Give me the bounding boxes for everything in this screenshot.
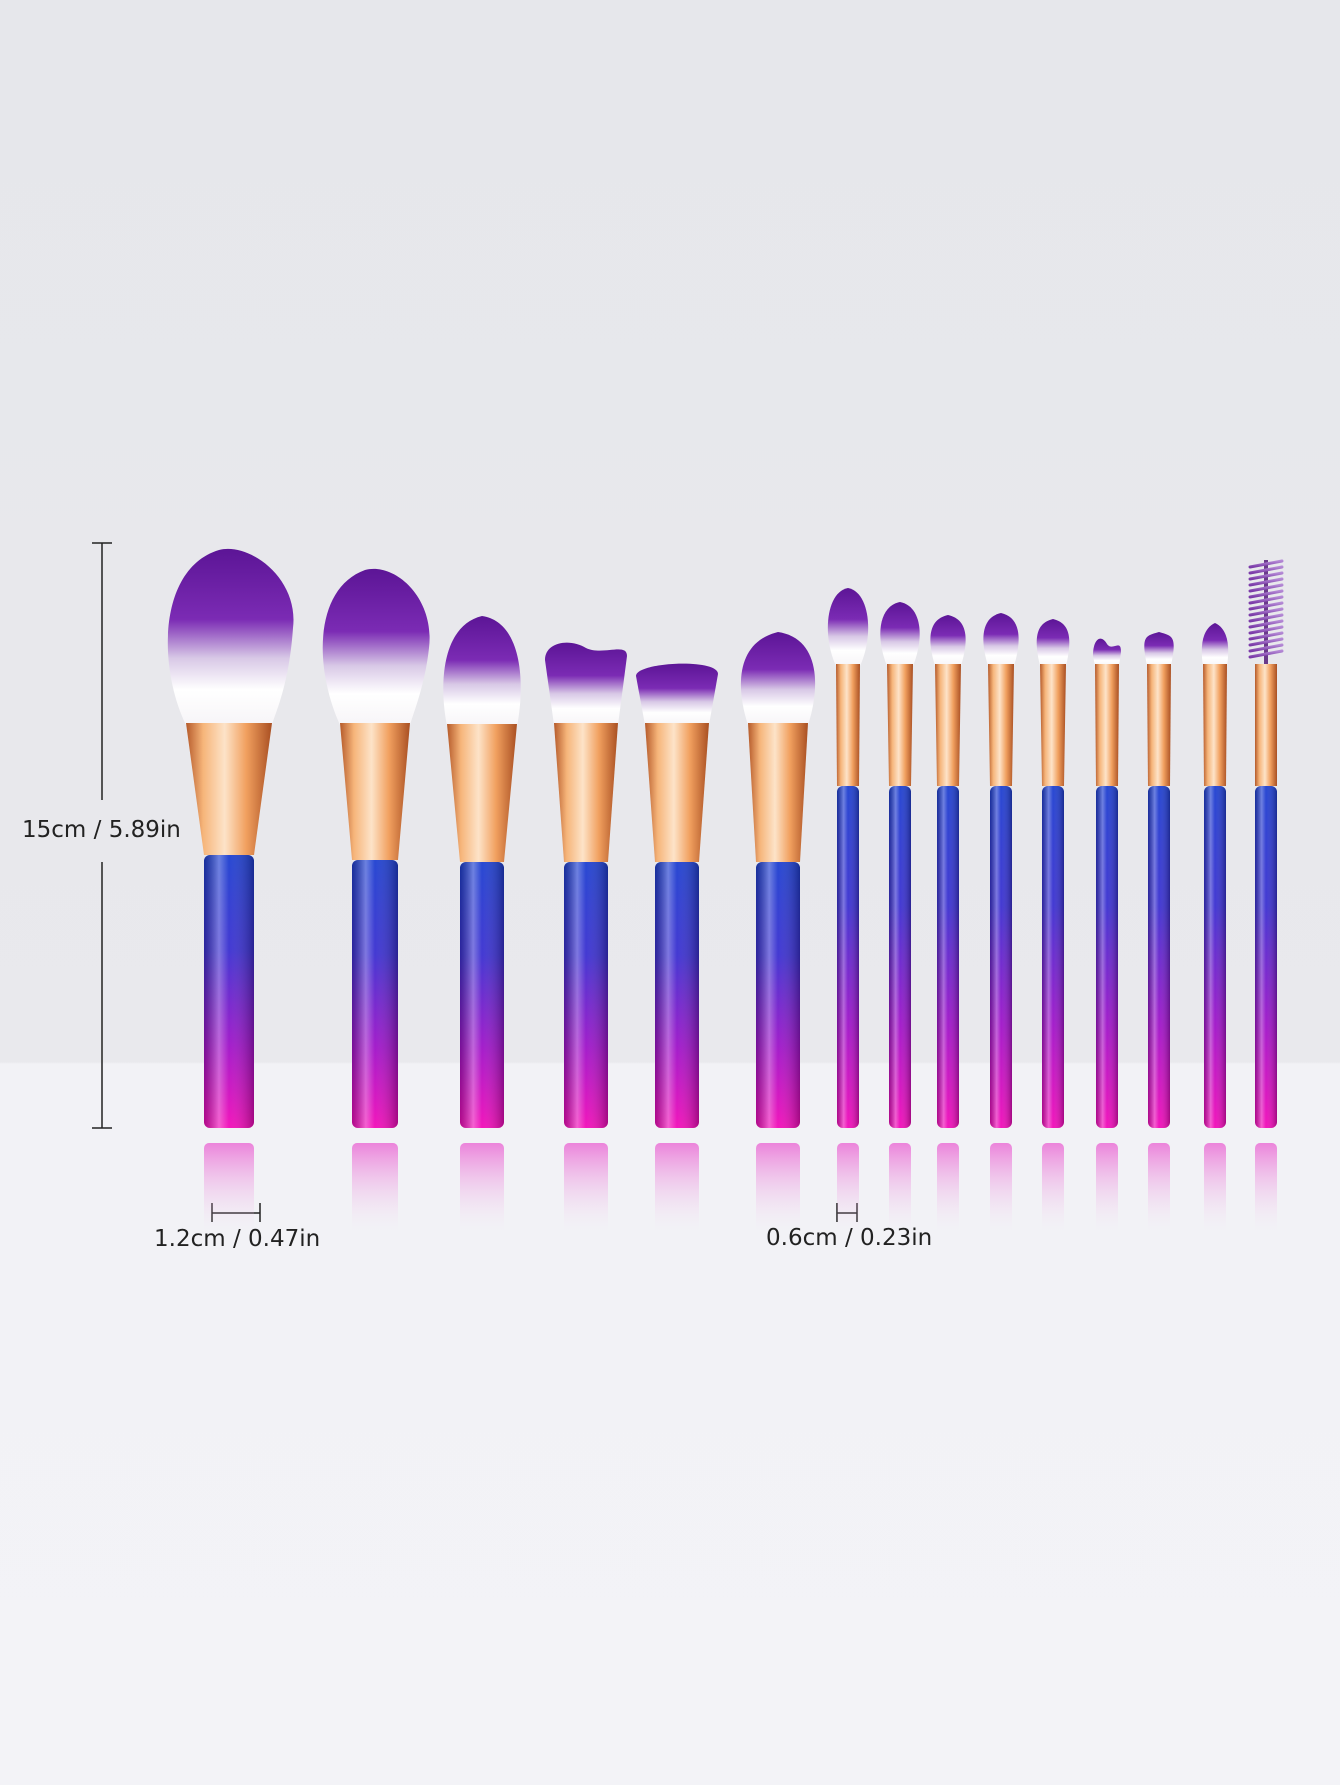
brush-bristles (740, 632, 816, 725)
makeup-brush (983, 613, 1019, 1238)
brush-reflection (1204, 1143, 1226, 1238)
makeup-brush (827, 588, 869, 1238)
brush-ferrule (836, 664, 860, 786)
makeup-brush (1248, 559, 1284, 1238)
brush-handle-shine (1096, 786, 1118, 1128)
brush-handle-shine (756, 862, 800, 1128)
brush-group (167, 548, 1284, 1238)
brush-ferrule (340, 723, 410, 860)
makeup-brush (1144, 632, 1174, 1238)
brush-ferrule (645, 723, 709, 862)
makeup-brush (636, 663, 718, 1238)
brush-handle-shine (990, 786, 1012, 1128)
brush-handle-shine (1148, 786, 1170, 1128)
brush-ferrule (1147, 664, 1171, 786)
height-measurement-label: 15cm / 5.89in (22, 817, 181, 843)
brush-bristles (1144, 632, 1174, 666)
brush-reflection (1042, 1143, 1064, 1238)
brush-reflection (1148, 1143, 1170, 1238)
brush-handle-shine (837, 786, 859, 1128)
makeup-brush (880, 602, 920, 1238)
large-brush-width-label: 1.2cm / 0.47in (154, 1226, 321, 1252)
brush-reflection (352, 1143, 398, 1238)
brush-reflection (1096, 1143, 1118, 1238)
brush-ferrule (1040, 664, 1066, 786)
brush-handle-shine (352, 860, 398, 1128)
brush-ferrule (935, 664, 961, 786)
brush-ferrule (447, 724, 517, 862)
makeup-brush (930, 615, 966, 1238)
brush-handle-shine (460, 862, 504, 1128)
makeup-brush (1093, 638, 1121, 1238)
brush-ferrule (554, 723, 618, 862)
brush-handle-shine (1042, 786, 1064, 1128)
makeup-brush (545, 642, 627, 1238)
makeup-brush (1036, 619, 1070, 1238)
brush-ferrule (748, 723, 808, 862)
brush-bristles (545, 642, 627, 725)
brush-handle-shine (564, 862, 608, 1128)
brush-handle-shine (1255, 786, 1277, 1128)
brush-bristles (930, 615, 966, 666)
brush-reflection (655, 1143, 699, 1238)
makeup-brush (443, 616, 521, 1238)
brush-reflection (837, 1143, 859, 1238)
brush-ferrule (887, 664, 913, 786)
brush-handle-shine (937, 786, 959, 1128)
brush-handle-shine (1204, 786, 1226, 1128)
brush-ferrule (186, 723, 272, 855)
height-dimension-line (92, 542, 112, 1129)
makeup-brush (1201, 623, 1229, 1238)
brush-handle-shine (889, 786, 911, 1128)
brush-bristles (322, 568, 430, 725)
brush-reflection (937, 1143, 959, 1238)
brush-bristles (1093, 638, 1121, 666)
brush-bristles (636, 663, 718, 725)
makeup-brush (167, 548, 294, 1238)
brush-bristles (1201, 623, 1229, 666)
brush-reflection (460, 1143, 504, 1238)
brush-bristles (983, 613, 1019, 666)
brush-reflection (756, 1143, 800, 1238)
small-brush-width-label: 0.6cm / 0.23in (766, 1225, 933, 1251)
brush-ferrule (988, 664, 1014, 786)
brush-bristles (443, 616, 521, 726)
brush-handle-shine (655, 862, 699, 1128)
brush-ferrule (1203, 664, 1227, 786)
brush-bristles (880, 602, 920, 666)
brush-ferrule (1255, 664, 1277, 786)
brush-bristles (827, 588, 869, 666)
brush-bristles (167, 548, 294, 725)
brush-handle-shine (204, 855, 254, 1128)
brush-bristles (1036, 619, 1070, 666)
brush-reflection (990, 1143, 1012, 1238)
brush-reflection (204, 1143, 254, 1238)
brush-reflection (889, 1143, 911, 1238)
brush-ferrule (1095, 664, 1119, 786)
brush-reflection (564, 1143, 608, 1238)
makeup-brush (740, 632, 816, 1238)
brush-reflection (1255, 1143, 1277, 1238)
makeup-brush (322, 568, 430, 1238)
